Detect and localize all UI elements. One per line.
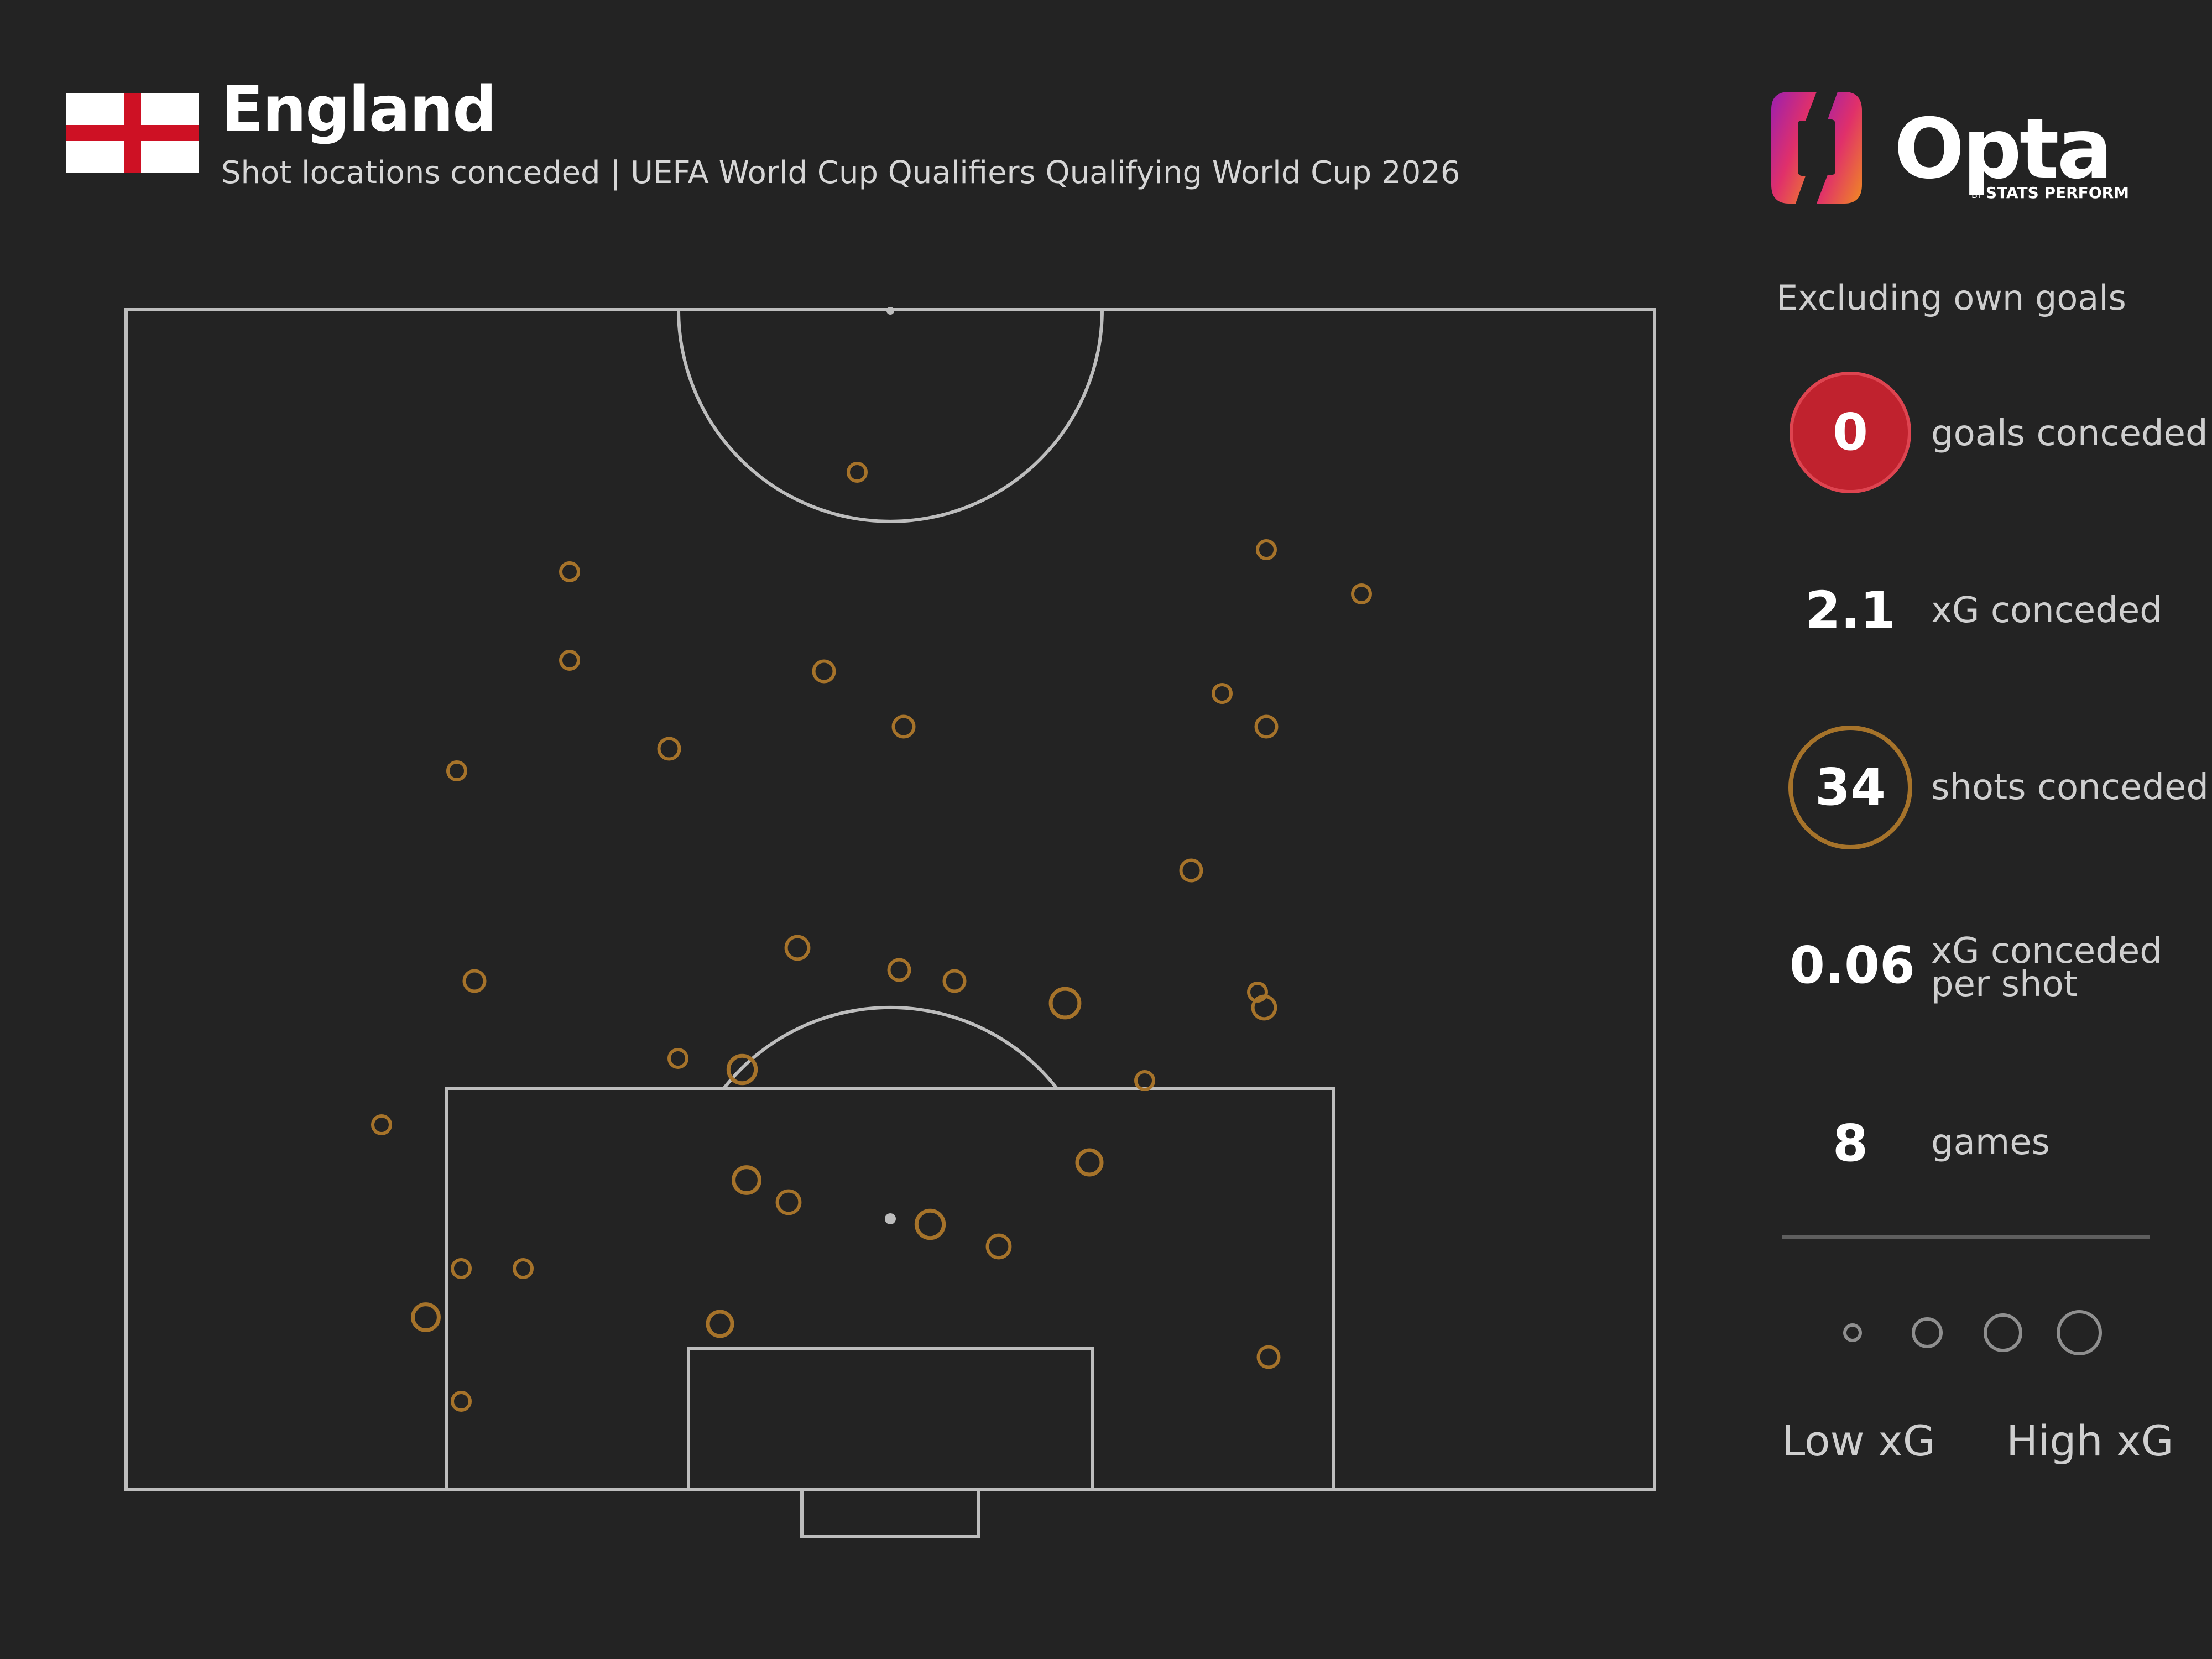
xg-per-shot-value: 0.06: [1790, 936, 1915, 995]
shot-marker-12: [1179, 858, 1203, 883]
penalty-box: [445, 1087, 1335, 1491]
legend-circle-4: [2057, 1310, 2102, 1355]
penalty-spot: [885, 1213, 896, 1224]
legend-circle-1: [1843, 1323, 1862, 1342]
shot-marker-19: [462, 969, 487, 993]
shot-marker-1: [847, 462, 868, 483]
legend-circle-2: [1912, 1317, 1943, 1348]
shot-marker-18: [1251, 994, 1277, 1021]
shot-marker-26: [1075, 1148, 1104, 1177]
shots-conceded-label: shots conceded: [1931, 767, 2209, 808]
shot-marker-4: [812, 659, 836, 684]
shot-marker-25: [775, 1189, 802, 1215]
shot-marker-7: [446, 760, 467, 781]
shot-marker-15: [942, 969, 967, 993]
xg-per-shot-label-1: xG conceded: [1931, 931, 2162, 972]
excluding-own-goals-note: Excluding own goals: [1776, 278, 2126, 318]
opta-wordmark: Opta: [1894, 101, 2113, 197]
shots-badge: [1788, 726, 1912, 849]
center-circle: [677, 309, 1104, 523]
center-spot: [886, 307, 894, 315]
goals-badge: [1790, 372, 1911, 493]
shot-marker-8: [1256, 539, 1277, 560]
six-yard-box: [687, 1347, 1094, 1491]
shot-marker-13: [784, 935, 811, 961]
panel-divider: [1782, 1235, 2150, 1239]
shot-marker-9: [1351, 583, 1372, 604]
shot-marker-27: [914, 1208, 946, 1240]
shot-marker-30: [513, 1258, 534, 1279]
games-value: 8: [1832, 1114, 1868, 1173]
xg-conceded-label: xG conceded: [1931, 590, 2162, 631]
goals-conceded-value: 0: [1832, 403, 1868, 462]
shot-marker-3: [559, 650, 580, 671]
logo-sub-text: STATS PERFORM: [1985, 184, 2130, 202]
legend-low-xg: Low xG: [1782, 1416, 1936, 1465]
shot-marker-17: [1247, 982, 1268, 1003]
chart-subtitle: Shot locations conceded | UEFA World Cup…: [221, 155, 1460, 191]
shot-marker-16: [1048, 987, 1082, 1020]
shot-marker-2: [559, 561, 580, 582]
shots-conceded-value: 34: [1814, 758, 1886, 817]
xg-size-legend: [1843, 1310, 2102, 1355]
pitch-outline: [124, 308, 1656, 1491]
shot-marker-31: [411, 1302, 441, 1332]
goal: [800, 1488, 980, 1538]
opta-logo-mark: [1771, 92, 1862, 204]
shot-marker-34: [451, 1391, 472, 1412]
shot-marker-10: [1212, 683, 1233, 704]
legend-high-xg: High xG: [2006, 1416, 2174, 1465]
games-label: games: [1931, 1122, 2050, 1163]
shot-marker-20: [667, 1048, 688, 1069]
xg-per-shot-label-2: per shot: [1931, 964, 2078, 1005]
legend-circle-3: [1984, 1313, 2022, 1352]
xg-conceded-value: 2.1: [1805, 581, 1896, 640]
shot-marker-28: [985, 1233, 1012, 1260]
shot-marker-6: [657, 737, 681, 761]
goals-conceded-label: goals conceded: [1931, 413, 2208, 454]
shot-marker-14: [887, 958, 911, 982]
shot-markers: [371, 462, 1372, 1412]
shot-marker-23: [371, 1114, 392, 1135]
shot-marker-21: [726, 1053, 758, 1086]
shot-marker-29: [451, 1258, 472, 1279]
stats-perform-label: BY STATS PERFORM: [1971, 185, 2129, 201]
shot-marker-24: [732, 1165, 761, 1195]
pitch-lines: [124, 308, 1656, 1538]
pitch-plot: [124, 307, 1656, 1538]
shot-marker-22: [1134, 1070, 1155, 1091]
shot-marker-33: [1256, 1345, 1281, 1369]
shot-marker-32: [706, 1310, 734, 1338]
shot-marker-5: [891, 714, 916, 739]
penalty-arc: [722, 1005, 1058, 1089]
england-flag: [66, 93, 199, 173]
team-title: England: [221, 74, 497, 145]
logo-by: BY: [1971, 190, 1983, 200]
shot-marker-11: [1254, 714, 1279, 739]
